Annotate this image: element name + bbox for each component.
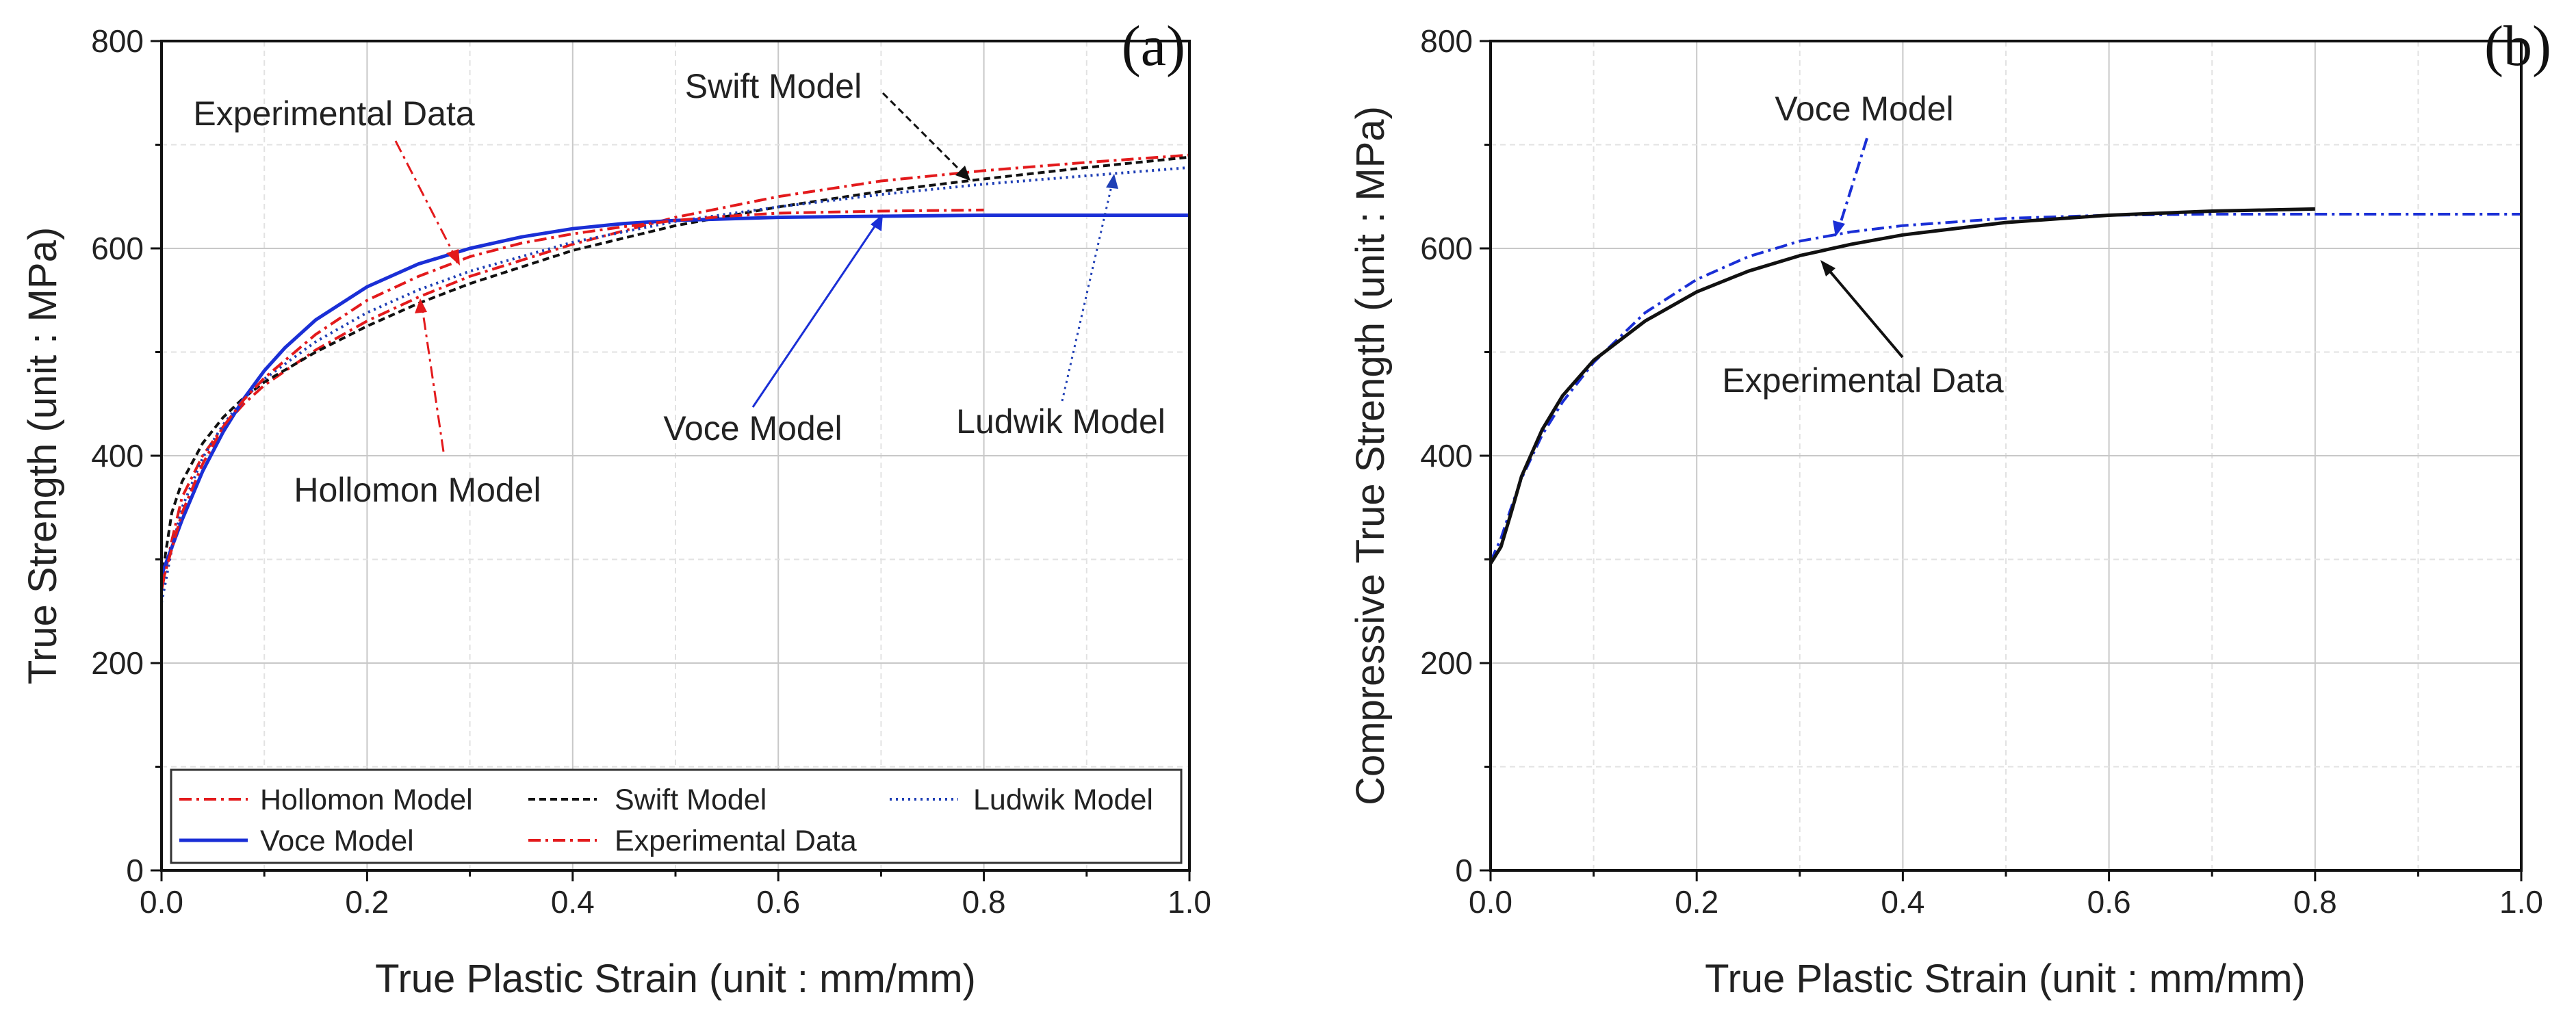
annotation-arrowhead-experimental-a	[446, 249, 460, 266]
x-tick-label: 0.4	[551, 884, 595, 920]
series-a	[159, 153, 1190, 604]
y-tick-label: 400	[1420, 438, 1473, 474]
annotation-arrowhead-voce-a	[871, 214, 883, 231]
annotation-arrowhead-voce-b	[1833, 220, 1845, 237]
legend-label-swift: Swift Model	[615, 784, 767, 816]
annotation-arrow-ludwik-a	[1061, 183, 1113, 402]
y-tick-label: 200	[1420, 645, 1473, 681]
ticks-b	[1480, 40, 2523, 881]
tick-labels-a: 0.0 0.2 0.4 0.6 0.8 1.0 0 200 400 600 800	[91, 23, 1211, 920]
panel-label-a: (a)	[1122, 14, 1185, 78]
annotation-voce-model-a: Voce Model	[663, 409, 842, 448]
annotation-ludwik-model-a: Ludwik Model	[956, 402, 1165, 441]
legend-a: Hollomon Model Swift Model Ludwik Model …	[170, 768, 1183, 864]
series-line-hollomon-model-a	[160, 153, 1190, 591]
series-line-experimental-data-b	[1489, 207, 2315, 565]
annotation-arrow-voce-b	[1838, 138, 1868, 226]
panel-label-b: (b)	[2484, 14, 2551, 78]
legend-box-a	[170, 768, 1183, 864]
annotation-arrowhead-hollomon-a	[415, 298, 427, 313]
annotations-b: Voce Model Experimental Data	[1722, 90, 2003, 400]
legend-label-voce: Voce Model	[260, 825, 414, 857]
annotation-experimental-data-b: Experimental Data	[1722, 361, 2003, 400]
series-line-ludwik-model-a	[160, 166, 1190, 604]
plot-frame-b	[1489, 40, 2523, 872]
plot-frame-a	[160, 40, 1191, 872]
x-tick-label: 0.8	[2293, 884, 2337, 920]
x-tick-label: 1.0	[2499, 884, 2543, 920]
x-tick-label: 0.0	[1469, 884, 1512, 920]
annotation-arrowhead-ludwik-a	[1106, 174, 1118, 189]
annotation-hollomon-model-a: Hollomon Model	[294, 471, 541, 509]
x-tick-label: 0.2	[345, 884, 389, 920]
y-tick-label: 0	[1455, 853, 1473, 888]
x-tick-label: 0.6	[2087, 884, 2131, 920]
x-tick-label: 0.0	[140, 884, 183, 920]
legend-label-hollomon: Hollomon Model	[260, 784, 473, 816]
x-tick-label: 0.4	[1881, 884, 1924, 920]
x-tick-label: 0.2	[1675, 884, 1718, 920]
series-line-swift-model-a	[160, 155, 1190, 581]
y-tick-label: 600	[91, 231, 144, 266]
annotation-experimental-data-a: Experimental Data	[193, 94, 474, 133]
series-line-experimental-data-a	[160, 208, 984, 586]
x-tick-label: 1.0	[1168, 884, 1211, 920]
x-axis-title-b: True Plastic Strain (unit : mm/mm)	[1705, 957, 2306, 1001]
annotations-a: Experimental Data Swift Model Hollomon M…	[193, 67, 1165, 509]
x-tick-label: 0.6	[756, 884, 800, 920]
y-tick-label: 800	[1420, 23, 1473, 59]
series-line-voce-model-a	[159, 213, 1189, 576]
annotation-arrowhead-swift-a	[955, 166, 970, 181]
y-tick-label: 200	[91, 645, 144, 681]
y-tick-label: 600	[1420, 231, 1473, 266]
chart-panel-a: 0.0 0.2 0.4 0.6 0.8 1.0 0 200 400 600 800 (a) True…	[21, 14, 1211, 1001]
x-tick-label: 0.8	[962, 884, 1006, 920]
annotation-arrow-swift-a	[881, 92, 965, 175]
grid-a	[161, 40, 1190, 871]
series-b	[1489, 207, 2521, 565]
y-axis-title-a: True Strength (unit : MPa)	[21, 227, 65, 684]
legend-label-experimental: Experimental Data	[615, 825, 857, 857]
annotation-swift-model-a: Swift Model	[685, 67, 862, 105]
y-tick-label: 400	[91, 438, 144, 474]
x-axis-title-a: True Plastic Strain (unit : mm/mm)	[375, 957, 976, 1001]
annotation-arrow-experimental-b	[1826, 267, 1904, 359]
grid-b	[1490, 40, 2522, 871]
legend-label-ludwik: Ludwik Model	[973, 784, 1153, 816]
y-axis-title-b: Compressive True Strength (unit : MPa)	[1348, 106, 1393, 805]
y-tick-label: 800	[91, 23, 144, 59]
annotation-arrow-voce-a	[751, 222, 879, 408]
tick-labels-b: 0.0 0.2 0.4 0.6 0.8 1.0 0 200 400 600 800	[1420, 23, 2543, 920]
y-tick-label: 0	[126, 853, 144, 888]
annotation-voce-model-b: Voce Model	[1775, 90, 1953, 128]
annotation-arrow-hollomon-a	[421, 307, 445, 452]
annotation-arrow-experimental-a	[394, 140, 456, 257]
chart-panel-b: 0.0 0.2 0.4 0.6 0.8 1.0 0 200 400 600 800 (b) True…	[1348, 14, 2551, 1001]
annotation-arrowhead-experimental-b	[1820, 260, 1836, 276]
